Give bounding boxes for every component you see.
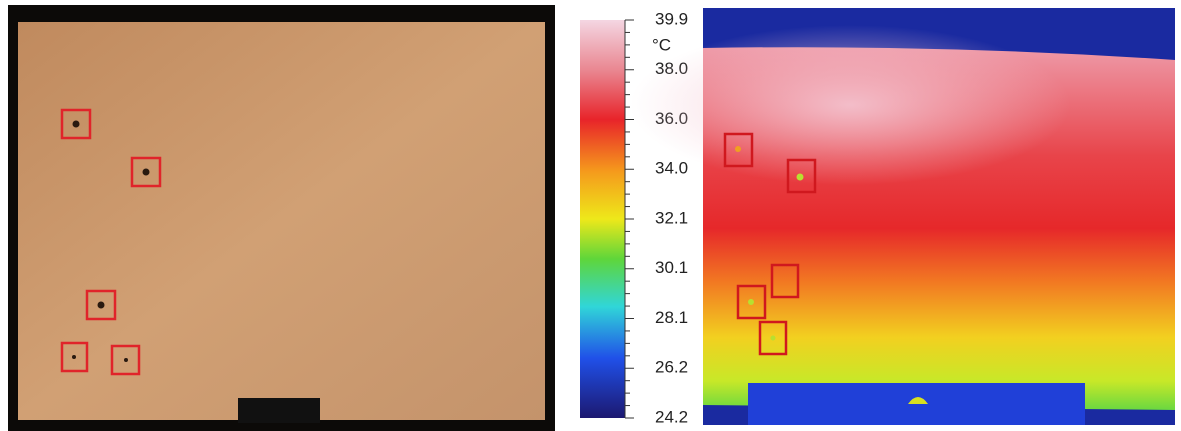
thermal-dots xyxy=(735,146,804,341)
tick-label: 39.9 xyxy=(655,9,688,28)
tick-label: 30.1 xyxy=(655,258,688,277)
defect-dots xyxy=(72,120,150,362)
tick-label: 32.1 xyxy=(655,208,688,227)
thermal-markers xyxy=(723,132,817,356)
tick-label: 24.2 xyxy=(655,407,688,426)
unit-label: °C xyxy=(652,35,671,54)
tick-label: 28.1 xyxy=(655,308,688,327)
stand-spot xyxy=(908,397,928,404)
colorbar xyxy=(580,20,625,418)
tick-label: 26.2 xyxy=(655,358,688,377)
tick-label: 34.0 xyxy=(655,159,688,178)
hot-zone xyxy=(630,25,1070,185)
defect-markers xyxy=(60,108,162,376)
photo-panel xyxy=(18,22,545,420)
photo-stand xyxy=(238,398,320,423)
